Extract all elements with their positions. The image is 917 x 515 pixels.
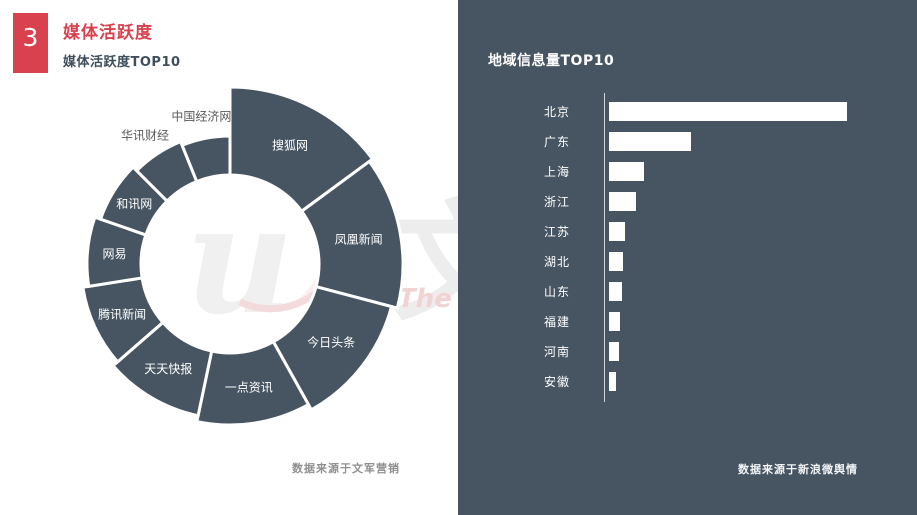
- bar: [609, 161, 644, 181]
- bar-row: 江苏: [458, 216, 917, 246]
- donut-segment-label: 腾讯新闻: [98, 306, 146, 321]
- slide-number: 3: [22, 22, 39, 52]
- bar-track: [604, 101, 917, 121]
- bar: [609, 311, 620, 331]
- bar-row: 北京: [458, 96, 917, 126]
- bar: [609, 221, 625, 241]
- bar-category-label: 河南: [543, 344, 570, 359]
- donut-segment: [195, 339, 311, 427]
- bar-track: [604, 371, 917, 391]
- bar-row: 山东: [458, 276, 917, 306]
- bar-chart: 北京广东上海浙江江苏湖北山东福建河南安徽: [458, 96, 917, 396]
- bar-category-label: 广东: [543, 134, 570, 149]
- bar-track: [604, 161, 917, 181]
- donut-segment: [134, 139, 199, 204]
- bar-track: [604, 311, 917, 331]
- bar: [609, 251, 624, 271]
- donut-chart-title: 媒体活跃度TOP10: [63, 55, 181, 70]
- bar: [609, 131, 692, 151]
- slide-number-badge: 3: [13, 13, 48, 73]
- right-chart-source-caption: 数据来源于新浪微舆情: [738, 463, 858, 476]
- bar-track: [604, 281, 917, 301]
- donut-segment-label: 天天快报: [144, 361, 192, 376]
- bar-row: 湖北: [458, 246, 917, 276]
- left-chart-source-caption: 数据来源于文军营销: [292, 462, 400, 475]
- donut-segment-label: 一点资讯: [225, 381, 273, 395]
- donut-segment-label: 华讯财经: [121, 129, 169, 143]
- media-activity-donut-chart: 搜狐网凤凰新闻今日头条一点资讯 天天快报 腾讯新闻 网易 和讯网 华讯财经 中国经济网: [17, 78, 437, 458]
- donut-segment-label: 凤凰新闻: [335, 231, 383, 246]
- bar-track: [604, 131, 917, 151]
- donut-segment-label: 网易: [102, 247, 126, 261]
- region-volume-panel: 地域信息量TOP10 北京广东上海浙江江苏湖北山东福建河南安徽 数据来源于新浪微…: [458, 0, 917, 515]
- donut-segment: [81, 276, 165, 364]
- bar-category-label: 福建: [543, 314, 570, 329]
- bar-category-label: 江苏: [543, 224, 570, 239]
- media-activity-panel: 3 媒体活跃度 媒体活跃度TOP10 u 文 The s 搜狐网凤凰新闻今日头条…: [0, 0, 458, 515]
- bar-row: 上海: [458, 156, 917, 186]
- bar-track: [604, 191, 917, 211]
- bar-row: 浙江: [458, 186, 917, 216]
- bar: [609, 371, 616, 391]
- bar-row: 河南: [458, 336, 917, 366]
- bar-category-label: 北京: [543, 104, 570, 119]
- bar-category-label: 湖北: [543, 254, 570, 269]
- bar-category-label: 上海: [543, 164, 570, 179]
- page-title: 媒体活跃度: [63, 23, 153, 43]
- bar-track: [604, 221, 917, 241]
- donut-segment: [180, 134, 232, 184]
- donut-segment-label: 今日头条: [307, 334, 355, 349]
- bar-row: 安徽: [458, 366, 917, 396]
- bar-track: [604, 341, 917, 361]
- donut-segment-label: 搜狐网: [272, 137, 308, 152]
- bar: [609, 191, 636, 211]
- donut-segment-label: 和讯网: [116, 197, 152, 211]
- bar: [609, 281, 623, 301]
- donut-segment: [85, 215, 148, 289]
- bar-category-label: 浙江: [543, 194, 570, 209]
- donut-segment: [228, 85, 375, 214]
- bar-category-label: 山东: [543, 284, 570, 299]
- bar-track: [604, 251, 917, 271]
- bar-row: 福建: [458, 306, 917, 336]
- bar: [609, 101, 847, 121]
- bar-category-label: 安徽: [543, 374, 570, 389]
- donut-segment: [98, 165, 170, 237]
- bar-chart-title: 地域信息量TOP10: [488, 53, 615, 69]
- donut-segment-label: 中国经济网: [171, 109, 231, 124]
- bar-row: 广东: [458, 126, 917, 156]
- bar: [609, 341, 619, 361]
- bar-chart-axis-line: [604, 93, 605, 402]
